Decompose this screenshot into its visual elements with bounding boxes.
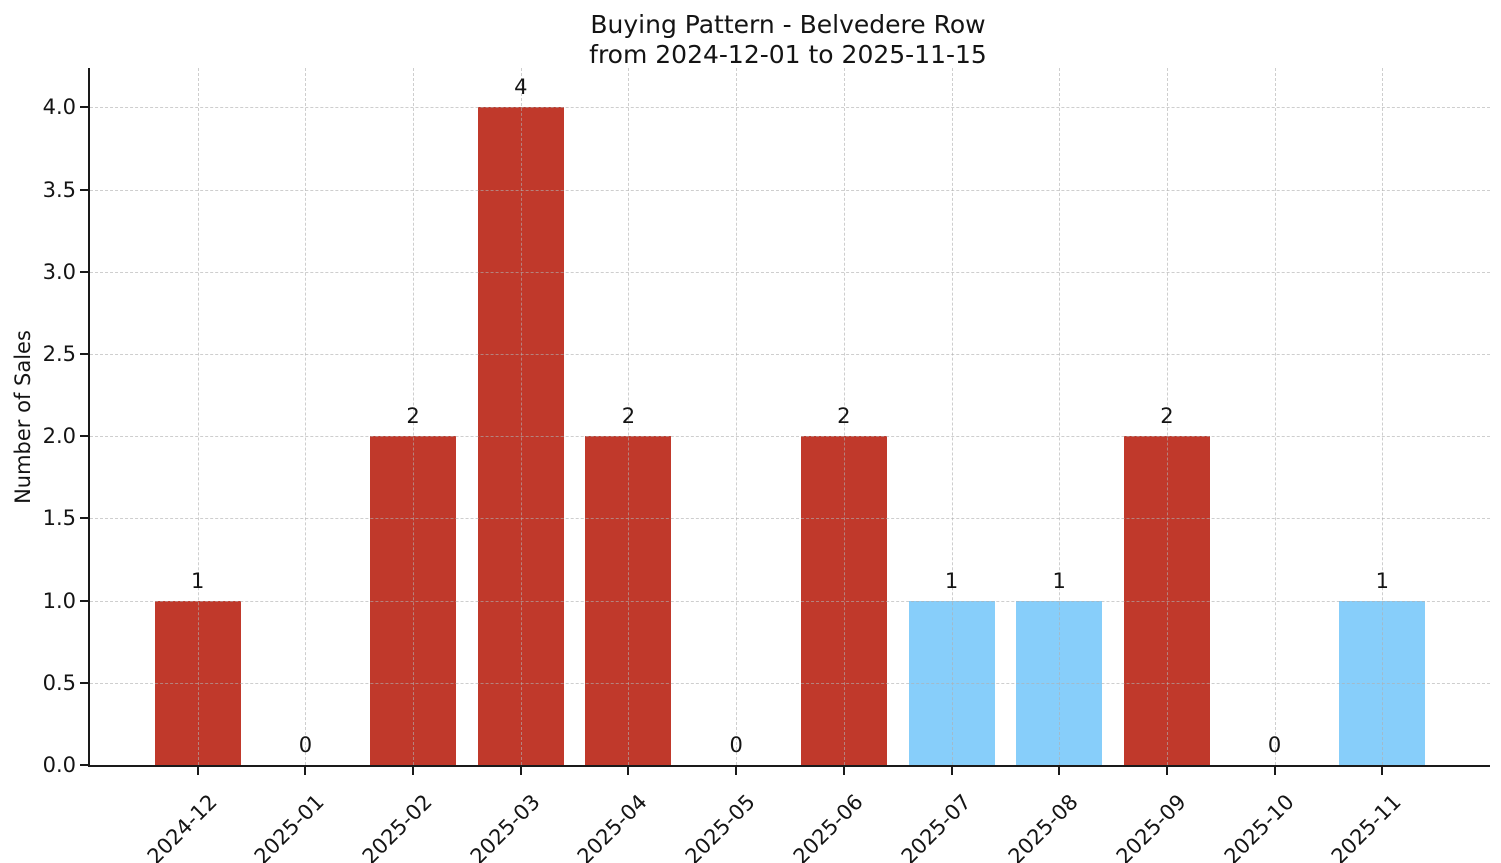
gridline-v-2025-01: [305, 68, 307, 765]
gridline-v-2025-10: [1274, 68, 1276, 765]
y-tick-mark-3.5: [80, 188, 88, 191]
x-tick-mark-2024-12: [196, 767, 199, 775]
bar-value-label-2025-01: 0: [298, 733, 313, 757]
x-tick-mark-2025-07: [950, 767, 953, 775]
gridline-v-2025-04: [628, 68, 630, 765]
x-tick-label-2025-03: 2025-03: [465, 789, 545, 863]
y-tick-label-2.5: 2.5: [42, 342, 76, 367]
bar-value-label-2025-08: 1: [1052, 568, 1066, 593]
x-tick-label-2025-09: 2025-09: [1111, 789, 1191, 863]
gridline-v-2025-02: [413, 68, 415, 765]
x-tick-mark-2025-02: [412, 767, 415, 775]
x-tick-mark-2025-06: [842, 767, 845, 775]
y-tick-label-1.0: 1.0: [42, 588, 76, 613]
x-tick-label-2025-02: 2025-02: [357, 789, 437, 863]
x-tick-label-2025-04: 2025-04: [573, 789, 653, 863]
bar-value-label-2025-05: 0: [729, 733, 743, 757]
bar-value-label-2025-10: 0: [1267, 733, 1282, 757]
x-tick-label-2025-11: 2025-11: [1326, 789, 1406, 863]
x-tick-mark-2025-09: [1165, 767, 1168, 775]
y-tick-label-3.5: 3.5: [42, 177, 76, 202]
gridline-v-2025-05: [736, 68, 738, 765]
y-tick-label-0.0: 0.0: [42, 753, 76, 777]
y-tick-label-3.0: 3.0: [42, 259, 76, 284]
y-tick-label-4.0: 4.0: [42, 95, 76, 120]
gridline-v-2024-12: [197, 68, 199, 765]
chart-title-line2: from 2024-12-01 to 2025-11-15: [589, 40, 987, 69]
x-tick-mark-2025-04: [627, 767, 630, 775]
bar-value-label-2025-06: 2: [837, 404, 851, 429]
x-tick-label-2025-08: 2025-08: [1003, 789, 1083, 863]
y-tick-mark-4.0: [80, 106, 88, 109]
bar-value-label-2025-03: 4: [514, 75, 528, 100]
gridline-v-2025-11: [1382, 68, 1384, 765]
y-tick-mark-2.5: [80, 353, 88, 356]
x-tick-mark-2025-10: [1273, 767, 1276, 775]
x-tick-mark-2025-01: [304, 767, 307, 775]
y-tick-mark-2.0: [80, 435, 88, 438]
y-tick-label-1.5: 1.5: [42, 506, 76, 531]
bar-value-label-2025-04: 2: [621, 404, 636, 429]
x-tick-label-2025-05: 2025-05: [680, 789, 760, 863]
y-tick-label-0.5: 0.5: [42, 670, 76, 695]
x-tick-label-2025-01: 2025-01: [250, 789, 330, 863]
gridline-v-2025-09: [1166, 68, 1168, 765]
x-tick-mark-2025-11: [1381, 767, 1384, 775]
x-tick-label-2024-12: 2024-12: [142, 789, 222, 863]
y-tick-label-2.0: 2.0: [42, 424, 76, 449]
y-tick-mark-0.0: [80, 764, 88, 766]
plot-area: 0.0 0.5 1.0 1.5 2.0 2.5 3.0 3.5 4.0 2024-12 1 2025-…: [43, 68, 1490, 863]
x-tick-mark-2025-03: [519, 767, 522, 775]
gridline-h-3.5: [90, 189, 1490, 191]
y-tick-mark-0.5: [80, 681, 88, 684]
x-tick-mark-2025-05: [735, 767, 738, 775]
gridline-v-2025-03: [520, 68, 522, 765]
chart-title: Buying Pattern - Belvedere Row from 2024…: [88, 10, 1488, 70]
gridline-v-2025-08: [1059, 68, 1061, 765]
gridline-h-4.0: [90, 107, 1490, 109]
gridline-h-2.0: [90, 436, 1490, 438]
gridline-h-0.5: [90, 682, 1490, 684]
x-tick-mark-2025-08: [1058, 767, 1061, 775]
bar-value-label-2025-11: 1: [1375, 568, 1389, 593]
gridline-h-1.5: [90, 518, 1490, 520]
bar-value-label-2025-02: 2: [406, 404, 420, 429]
chart-title-line1: Buying Pattern - Belvedere Row: [590, 10, 986, 39]
gridline-v-2025-07: [951, 68, 953, 765]
gridline-v-2025-06: [843, 68, 845, 765]
y-tick-mark-3.0: [80, 270, 88, 273]
y-tick-mark-1.0: [80, 599, 88, 602]
x-tick-label-2025-06: 2025-06: [788, 789, 868, 863]
gridline-h-3.0: [90, 271, 1490, 273]
gridline-h-1.0: [90, 600, 1490, 602]
bar-value-label-2025-07: 1: [944, 568, 959, 593]
bar-value-label-2024-12: 1: [191, 568, 205, 593]
x-tick-label-2025-07: 2025-07: [896, 789, 976, 863]
y-tick-mark-1.5: [80, 517, 88, 520]
bar-value-label-2025-09: 2: [1160, 404, 1174, 429]
x-tick-label-2025-10: 2025-10: [1219, 789, 1299, 863]
gridline-h-2.5: [90, 354, 1490, 356]
